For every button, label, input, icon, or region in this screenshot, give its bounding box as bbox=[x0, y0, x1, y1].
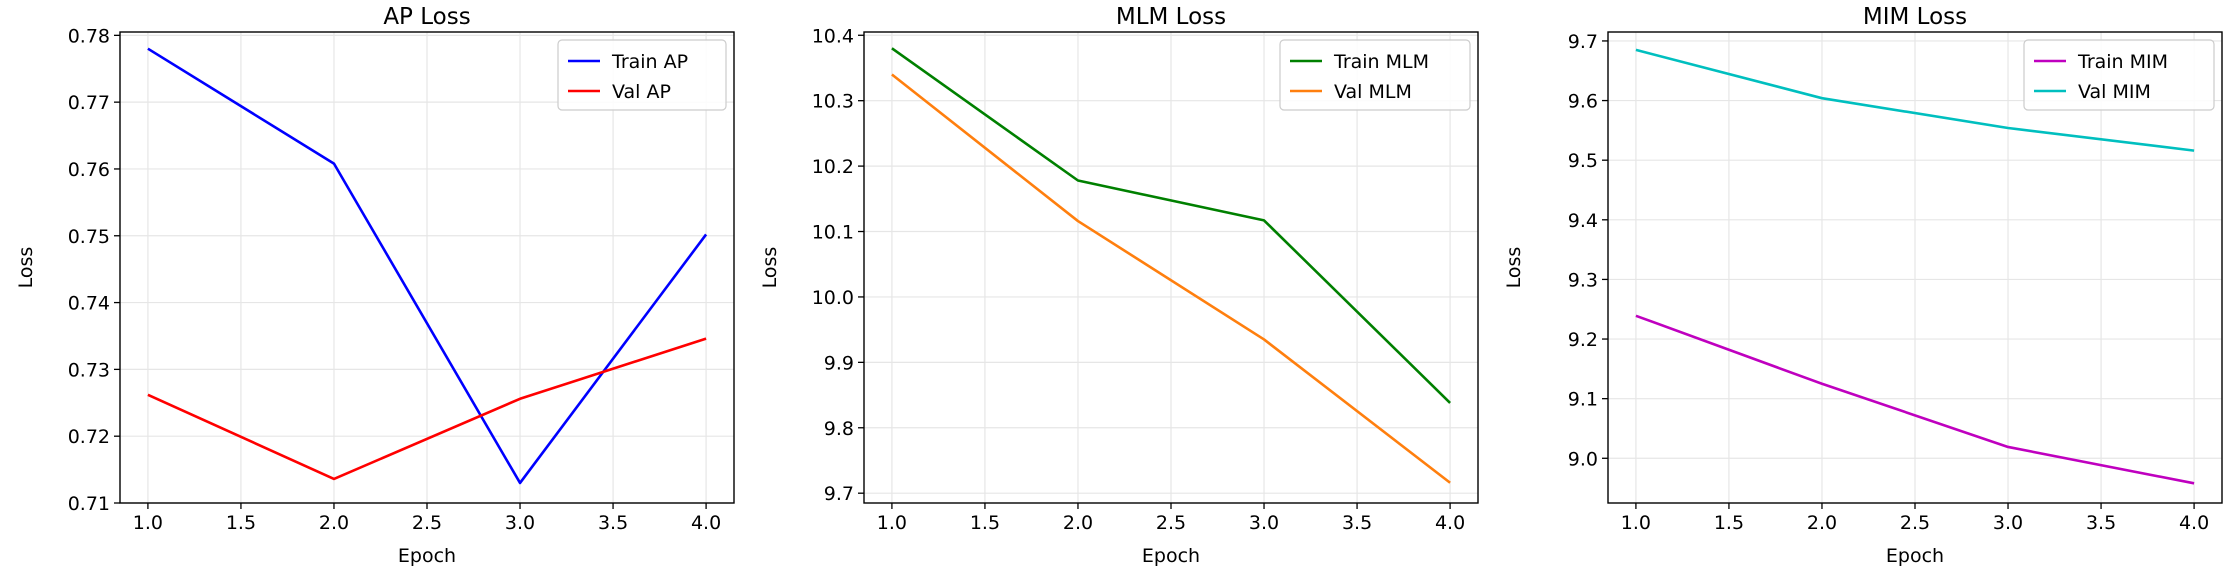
x-tick-label: 2.0 bbox=[1063, 512, 1093, 534]
series-line-2 bbox=[891, 73, 1451, 484]
y-tick-label: 0.75 bbox=[68, 226, 110, 248]
y-tick-label: 10.0 bbox=[812, 287, 854, 309]
y-tick-label: 9.7 bbox=[1568, 31, 1598, 53]
x-tick-label: 3.0 bbox=[1993, 512, 2023, 534]
y-tick-label: 0.73 bbox=[68, 359, 110, 381]
legend-box bbox=[1279, 39, 1471, 111]
x-tick-label: 3.5 bbox=[2086, 512, 2116, 534]
x-tick-label: 2.5 bbox=[1156, 512, 1186, 534]
y-tick-label: 10.2 bbox=[812, 156, 854, 178]
y-tick-label: 10.3 bbox=[812, 91, 854, 113]
subplot-1: 1.0 1.5 2.0 2.5 3.0 3.5 4.0 0.71 0.72 0.73 0.74 0.7… bbox=[15, 4, 735, 567]
y-axis-label: Loss bbox=[759, 247, 781, 289]
legend-entry: Val AP bbox=[612, 81, 671, 103]
legend: Train MLM Val MLM bbox=[1279, 39, 1471, 111]
chart-title: AP Loss bbox=[383, 4, 470, 30]
x-tick-label: 2.0 bbox=[319, 512, 349, 534]
x-tick-label: 3.0 bbox=[505, 512, 535, 534]
y-tick-label: 9.6 bbox=[1568, 91, 1598, 113]
chart-title: MLM Loss bbox=[1116, 4, 1226, 30]
legend-entry: Train MLM bbox=[1333, 51, 1429, 73]
x-axis-label: Epoch bbox=[398, 545, 456, 567]
series-line-1 bbox=[1635, 314, 2195, 485]
x-tick-label: 4.0 bbox=[2179, 512, 2209, 534]
legend-entry: Train MIM bbox=[2077, 51, 2168, 73]
y-tick-label: 0.71 bbox=[68, 493, 110, 515]
y-tick-label: 9.8 bbox=[824, 418, 854, 440]
y-tick-label: 9.0 bbox=[1568, 448, 1598, 470]
y-tick-label: 0.78 bbox=[68, 25, 110, 47]
y-tick-label: 0.76 bbox=[68, 159, 110, 181]
legend-box bbox=[557, 39, 727, 111]
y-tick-label: 10.4 bbox=[812, 25, 854, 47]
x-tick-label: 2.5 bbox=[412, 512, 442, 534]
x-tick-label: 1.0 bbox=[877, 512, 907, 534]
legend-box bbox=[2023, 39, 2215, 111]
x-axis-label: Epoch bbox=[1886, 545, 1944, 567]
legend-entry: Train AP bbox=[611, 51, 688, 73]
x-tick-label: 3.5 bbox=[1342, 512, 1372, 534]
legend-entry: Val MIM bbox=[2078, 81, 2151, 103]
legend: Train AP Val AP bbox=[557, 39, 727, 111]
x-tick-label: 2.5 bbox=[1900, 512, 1930, 534]
subplot-3: 1.0 1.5 2.0 2.5 3.0 3.5 4.0 9.0 9.1 9.2 9.3 9.4 9.5 9… bbox=[1503, 4, 2223, 567]
chart-title: MIM Loss bbox=[1863, 4, 1967, 30]
x-tick-label: 1.5 bbox=[1714, 512, 1744, 534]
y-tick-label: 9.4 bbox=[1568, 210, 1598, 232]
y-tick-label: 9.1 bbox=[1568, 389, 1598, 411]
y-tick-label: 9.7 bbox=[824, 483, 854, 505]
y-tick-label: 9.3 bbox=[1568, 269, 1598, 291]
subplot-2: 1.0 1.5 2.0 2.5 3.0 3.5 4.0 9.7 9.8 9.9 10.0 10.1 10… bbox=[759, 4, 1479, 567]
series-line-2 bbox=[1635, 48, 2195, 152]
x-tick-label: 4.0 bbox=[1435, 512, 1465, 534]
x-tick-label: 3.0 bbox=[1249, 512, 1279, 534]
y-tick-label: 9.9 bbox=[824, 352, 854, 374]
y-tick-label: 0.77 bbox=[68, 92, 110, 114]
grid bbox=[864, 32, 1478, 503]
x-tick-label: 4.0 bbox=[691, 512, 721, 534]
x-axis-label: Epoch bbox=[1142, 545, 1200, 567]
x-tick-label: 1.5 bbox=[226, 512, 256, 534]
y-tick-label: 10.1 bbox=[812, 222, 854, 244]
x-tick-label: 1.5 bbox=[970, 512, 1000, 534]
x-tick-label: 3.5 bbox=[598, 512, 628, 534]
series-line-1 bbox=[147, 47, 708, 485]
x-tick-label: 2.0 bbox=[1807, 512, 1837, 534]
y-tick-label: 0.74 bbox=[68, 293, 110, 315]
legend-entry: Val MLM bbox=[1334, 81, 1412, 103]
legend: Train MIM Val MIM bbox=[2023, 39, 2215, 111]
x-tick-label: 1.0 bbox=[133, 512, 163, 534]
y-axis-label: Loss bbox=[1503, 247, 1525, 289]
y-tick-label: 9.5 bbox=[1568, 150, 1598, 172]
y-tick-label: 9.2 bbox=[1568, 329, 1598, 351]
x-tick-label: 1.0 bbox=[1621, 512, 1651, 534]
y-tick-label: 0.72 bbox=[68, 426, 110, 448]
series-line-1 bbox=[891, 47, 1452, 404]
y-axis-label: Loss bbox=[15, 247, 37, 289]
series-line-2 bbox=[147, 337, 707, 481]
